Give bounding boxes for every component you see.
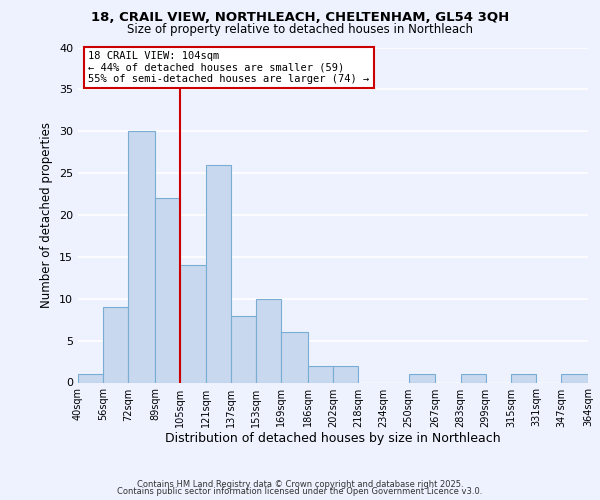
X-axis label: Distribution of detached houses by size in Northleach: Distribution of detached houses by size …: [165, 432, 501, 446]
Bar: [78, 374, 103, 382]
Bar: [561, 374, 588, 382]
Bar: [511, 374, 536, 382]
Text: Size of property relative to detached houses in Northleach: Size of property relative to detached ho…: [127, 23, 473, 36]
Bar: [281, 332, 308, 382]
Text: Contains public sector information licensed under the Open Government Licence v3: Contains public sector information licen…: [118, 488, 482, 496]
Y-axis label: Number of detached properties: Number of detached properties: [40, 122, 53, 308]
Text: 18, CRAIL VIEW, NORTHLEACH, CHELTENHAM, GL54 3QH: 18, CRAIL VIEW, NORTHLEACH, CHELTENHAM, …: [91, 11, 509, 24]
Bar: [461, 374, 485, 382]
Text: 18 CRAIL VIEW: 104sqm
← 44% of detached houses are smaller (59)
55% of semi-deta: 18 CRAIL VIEW: 104sqm ← 44% of detached …: [88, 51, 370, 84]
Bar: [333, 366, 358, 382]
Bar: [181, 265, 205, 382]
Bar: [155, 198, 181, 382]
Bar: [103, 307, 128, 382]
Text: Contains HM Land Registry data © Crown copyright and database right 2025.: Contains HM Land Registry data © Crown c…: [137, 480, 463, 489]
Bar: [128, 131, 155, 382]
Bar: [256, 298, 281, 382]
Bar: [308, 366, 333, 382]
Bar: [205, 165, 230, 382]
Bar: [409, 374, 436, 382]
Bar: [230, 316, 256, 382]
